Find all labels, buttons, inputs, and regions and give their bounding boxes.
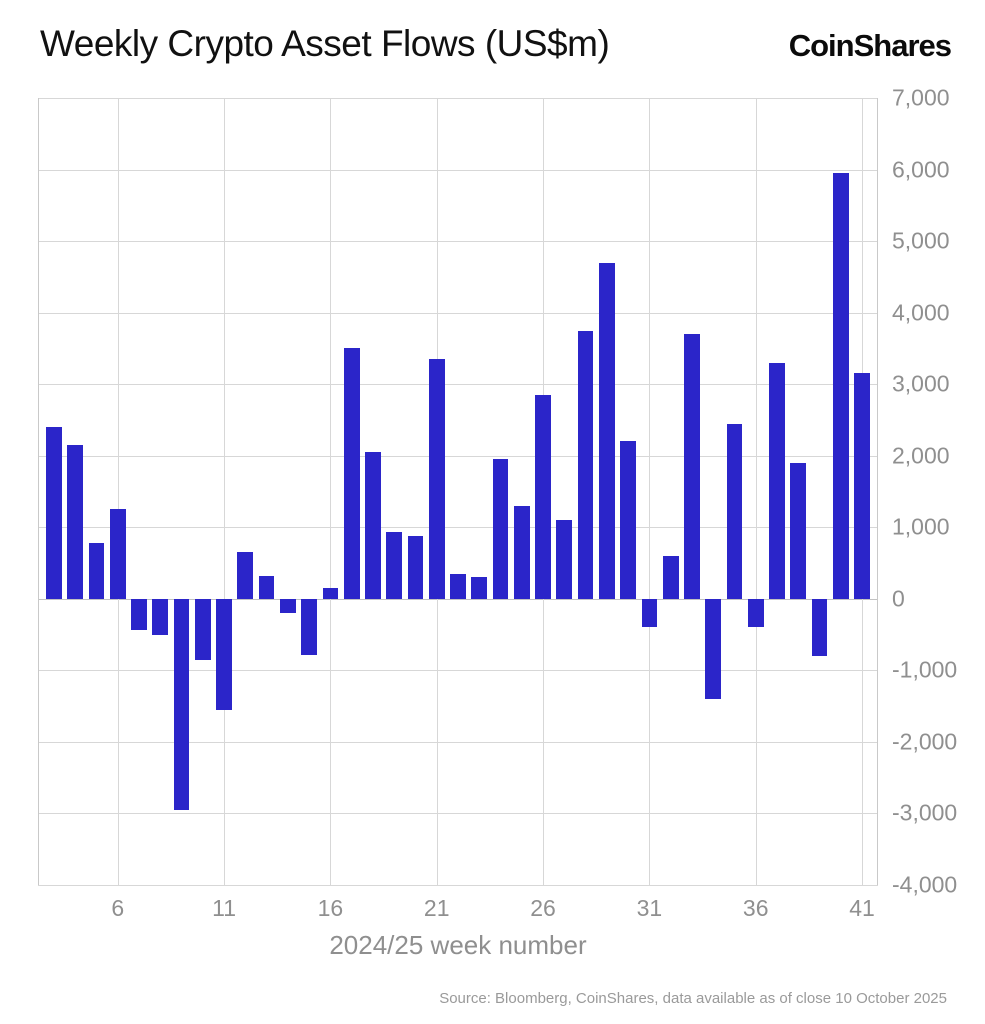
bar-week-35 <box>726 423 743 599</box>
chart-title: Weekly Crypto Asset Flows (US$m) <box>40 23 610 64</box>
bar-week-38 <box>790 462 807 599</box>
y-axis-tick-label: 1,000 <box>892 513 950 540</box>
bar-week-22 <box>450 573 466 599</box>
bar-week-28 <box>577 330 594 599</box>
gridline-horizontal <box>38 741 878 743</box>
bar-week-12 <box>237 552 254 599</box>
gridline-horizontal <box>38 98 878 99</box>
y-axis-tick-label: 0 <box>892 585 905 612</box>
bar-week-39 <box>811 598 828 657</box>
bar-week-40 <box>832 173 849 599</box>
bar-week-23 <box>471 577 488 599</box>
bar-week-32 <box>662 555 679 599</box>
x-axis-tick-label: 21 <box>423 895 450 921</box>
bar-week-24 <box>492 459 509 599</box>
gridline-horizontal <box>38 885 878 886</box>
zero-line <box>38 598 878 600</box>
bar-week-33 <box>684 334 700 599</box>
y-axis-tick-label: -4,000 <box>892 871 958 898</box>
bar-week-10 <box>194 598 211 660</box>
bar-week-18 <box>365 452 381 599</box>
gridline-vertical <box>117 98 119 885</box>
gridline-vertical <box>755 98 757 885</box>
gridline-horizontal <box>38 169 878 171</box>
gridline-vertical <box>224 98 226 885</box>
gridline-horizontal <box>38 384 878 386</box>
y-axis-tick-label: 7,000 <box>892 84 950 111</box>
bar-week-25 <box>513 505 530 599</box>
x-axis-tick-label: 26 <box>530 895 556 921</box>
bar-week-36 <box>747 598 764 628</box>
chart-plot-area: 7,000 6,000 5,000 4,000 3,000 2,000 1,000 0 -1,0… <box>38 85 957 921</box>
bar-week-4 <box>67 444 84 599</box>
gridline-horizontal <box>38 312 878 314</box>
x-axis-tick-label: 36 <box>742 895 769 921</box>
bar-week-13 <box>258 575 275 599</box>
y-axis-tick-label: 2,000 <box>892 442 950 469</box>
gridline-horizontal <box>38 670 878 672</box>
bar-week-31 <box>641 598 658 628</box>
gridline-horizontal <box>38 455 878 457</box>
x-axis-title: 2024/25 week number <box>329 930 587 960</box>
plot-right-border <box>877 98 878 885</box>
bar-week-15 <box>301 598 317 655</box>
bar-week-8 <box>152 598 169 635</box>
plot-left-border <box>38 98 39 885</box>
bar-week-17 <box>343 348 360 599</box>
gridline-horizontal <box>38 241 878 243</box>
x-axis-tick-label: 41 <box>849 895 875 921</box>
bar-week-14 <box>280 598 296 614</box>
y-axis-tick-label: 5,000 <box>892 227 950 254</box>
gridline-horizontal <box>38 813 878 815</box>
bar-week-29 <box>598 262 615 599</box>
gridline-vertical <box>649 98 651 885</box>
y-axis-tick-label: -3,000 <box>892 799 958 826</box>
x-axis-tick-label: 11 <box>212 895 237 921</box>
bar-week-3 <box>46 427 62 599</box>
bar-week-30 <box>620 441 636 599</box>
y-axis-tick-label: 3,000 <box>892 370 950 397</box>
gridline-vertical <box>330 98 332 885</box>
bar-week-34 <box>705 598 722 699</box>
bar-week-26 <box>535 394 551 599</box>
bar-week-37 <box>769 362 785 599</box>
bar-week-21 <box>428 359 445 599</box>
bar-week-5 <box>88 543 105 599</box>
y-axis-tick-label: -1,000 <box>892 656 958 683</box>
bar-week-16 <box>322 588 339 599</box>
y-axis-tick-label: 4,000 <box>892 299 950 326</box>
bar-week-20 <box>407 535 424 599</box>
coinshares-logo: CoinShares <box>788 28 952 63</box>
x-axis-tick-label: 16 <box>317 895 344 921</box>
gridline-horizontal <box>38 527 878 529</box>
x-axis-tick-label: 6 <box>111 895 125 921</box>
bar-week-41 <box>854 373 870 599</box>
bar-week-6 <box>109 509 126 599</box>
y-axis-tick-label: -2,000 <box>892 728 958 755</box>
source-note: Source: Bloomberg, CoinShares, data avai… <box>439 990 947 1007</box>
bar-week-27 <box>556 520 573 599</box>
bar-week-9 <box>173 598 190 810</box>
x-axis-tick-label: 31 <box>636 895 663 921</box>
y-axis-tick-label: 6,000 <box>892 156 950 183</box>
bar-week-19 <box>386 532 403 599</box>
bar-week-11 <box>216 598 232 710</box>
bar-week-7 <box>131 598 147 630</box>
